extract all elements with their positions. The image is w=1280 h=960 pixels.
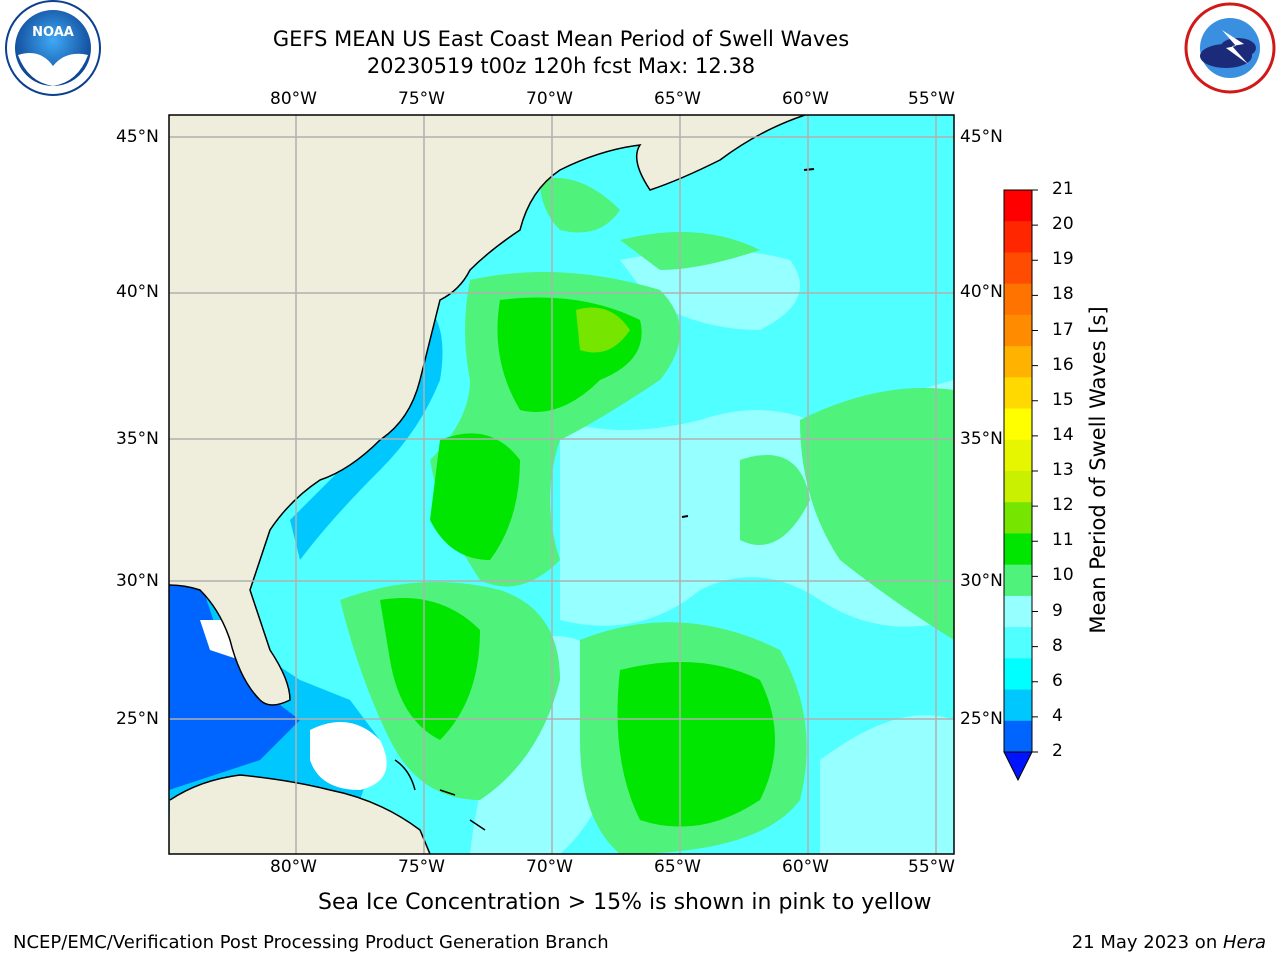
graticule — [169, 115, 954, 854]
lon-tick-bottom: 70°W — [526, 857, 573, 877]
colorbar-tick-label: 10 — [1052, 565, 1074, 586]
colorbar-extend-arrow — [1003, 751, 1033, 782]
colorbar-tick-label: 12 — [1052, 495, 1074, 516]
colorbar-tick-label: 15 — [1052, 389, 1074, 410]
lat-tick-right: 30°N — [960, 571, 1003, 591]
lon-tick-bottom: 55°W — [908, 857, 955, 877]
lon-tick-top: 60°W — [782, 89, 829, 109]
colorbar-swatch — [1004, 595, 1032, 628]
map-subtitle: 20230519 t00z 120h fcst Max: 12.38 — [366, 54, 756, 78]
colorbar-swatch — [1004, 346, 1032, 378]
colorbar-tick-label: 2 — [1052, 741, 1063, 761]
lon-tick-bottom: 80°W — [270, 857, 317, 877]
lat-tick-right: 25°N — [960, 709, 1003, 729]
lon-tick-top: 55°W — [908, 89, 955, 109]
colorbar-swatch — [1004, 314, 1032, 347]
lat-tick-left: 30°N — [116, 571, 159, 591]
colorbar-swatch — [1004, 502, 1032, 534]
colorbar-label: Mean Period of Swell Waves [s] — [1086, 306, 1110, 634]
colorbar-tick-label: 13 — [1052, 460, 1074, 480]
colorbar-swatch — [1004, 221, 1032, 253]
noaa-logo-text: NOAA — [32, 25, 74, 40]
footer-host: Hera — [1222, 932, 1266, 953]
lon-tick-bottom: 65°W — [654, 857, 701, 877]
colorbar-swatch — [1004, 471, 1032, 503]
colorbar-tick-label: 19 — [1052, 249, 1074, 270]
map-title: GEFS MEAN US East Coast Mean Period of S… — [272, 27, 850, 51]
footer-date: 21 May 2023 on Hera — [1072, 932, 1266, 953]
colorbar-swatch — [1004, 408, 1032, 441]
lat-tick-left: 45°N — [116, 127, 159, 147]
lat-tick-left: 40°N — [116, 282, 159, 302]
lon-tick-bottom: 60°W — [782, 857, 829, 877]
colorbar-swatch — [1004, 439, 1032, 472]
colorbar-swatch — [1004, 283, 1032, 316]
lat-tick-right: 40°N — [960, 282, 1003, 302]
lat-tick-left: 25°N — [116, 709, 159, 729]
colorbar-tick-label: 16 — [1052, 354, 1074, 375]
colorbar-swatch — [1004, 627, 1032, 659]
colorbar — [1003, 189, 1038, 782]
lon-tick-top: 75°W — [398, 89, 445, 109]
colorbar-tick-label: 21 — [1052, 179, 1074, 199]
footer-date-text: 21 May 2023 on — [1071, 932, 1223, 953]
colorbar-tick-label: 14 — [1052, 424, 1074, 445]
lon-tick-top: 70°W — [526, 89, 573, 109]
colorbar-tick-label: 20 — [1052, 214, 1074, 235]
colorbar-swatch — [1004, 720, 1032, 753]
colorbar-tick-label: 17 — [1052, 319, 1074, 340]
colorbar-tick-label: 8 — [1052, 635, 1063, 656]
colorbar-tick-label: 4 — [1052, 705, 1063, 726]
colorbar-tick-label: 18 — [1052, 284, 1074, 305]
lon-tick-top: 65°W — [654, 89, 701, 109]
lat-tick-left: 35°N — [116, 429, 159, 449]
colorbar-tick-label: 11 — [1052, 530, 1074, 551]
lat-tick-right: 35°N — [960, 429, 1003, 449]
colorbar-swatch — [1004, 190, 1032, 222]
lat-tick-right: 45°N — [960, 127, 1003, 147]
colorbar-tick-label: 6 — [1052, 670, 1063, 691]
colorbar-tick-label: 9 — [1052, 600, 1063, 621]
swell-period-field — [169, 115, 954, 854]
colorbar-swatch — [1004, 658, 1032, 691]
colorbar-swatch — [1004, 564, 1032, 597]
lon-tick-bottom: 75°W — [398, 857, 445, 877]
nws-logo — [1184, 2, 1276, 94]
colorbar-swatch — [1004, 377, 1032, 410]
colorbar-swatch — [1004, 689, 1032, 722]
noaa-logo: NOAA — [5, 0, 101, 96]
colorbar-swatch — [1004, 533, 1032, 566]
sea-ice-note: Sea Ice Concentration > 15% is shown in … — [318, 890, 932, 915]
map-frame — [168, 114, 955, 855]
footer-credit: NCEP/EMC/Verification Post Processing Pr… — [13, 932, 609, 953]
colorbar-swatch — [1004, 252, 1032, 285]
lon-tick-top: 80°W — [270, 89, 317, 109]
